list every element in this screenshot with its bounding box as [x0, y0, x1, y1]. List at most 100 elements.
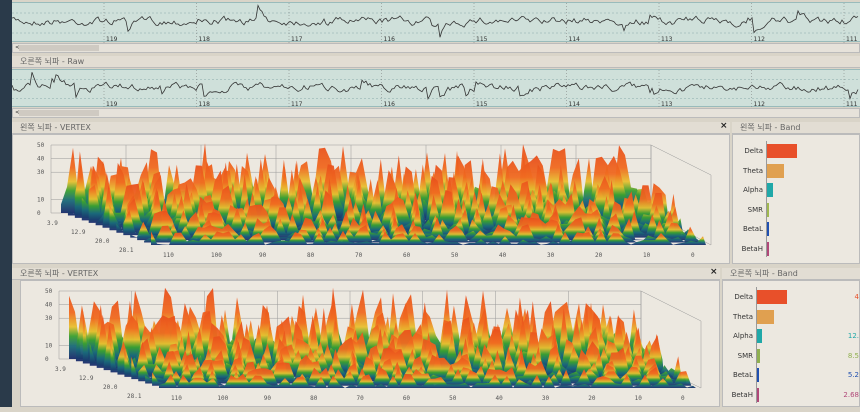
x-tick-label: 110	[171, 395, 182, 402]
screen-bezel	[0, 0, 12, 407]
side-wall	[640, 290, 702, 389]
surface-layer	[145, 360, 687, 384]
vertex-right-chart: 50 40 30 10 0 3.9 12.9 20.0 28.1 110 100 90 80 70 60 50…	[20, 280, 720, 407]
time-tick-label: 114	[569, 36, 581, 43]
band-row-delta: Delta	[733, 143, 859, 159]
vertex-right-title: 오른쪽 뇌파 - VERTEX	[12, 268, 720, 280]
time-tick-label: 115	[476, 101, 488, 108]
time-tick-label: 112	[754, 101, 766, 108]
band-value: 4	[854, 293, 859, 301]
x-tick-label: 80	[310, 395, 318, 402]
x-tick-label: 70	[356, 395, 364, 402]
x-tick-label: 30	[547, 252, 555, 259]
close-icon[interactable]: ×	[710, 267, 718, 277]
band-row-betah: BetaH 2.68	[723, 387, 859, 403]
time-tick-label: 116	[384, 101, 396, 108]
band-bar	[757, 368, 760, 382]
surface-layer	[159, 373, 696, 388]
y-tick-label: 40	[45, 302, 53, 309]
band-bar	[767, 144, 797, 158]
vertex-left-title: 왼쪽 뇌파 - VERTEX	[12, 122, 730, 134]
x-tick-label: 10	[635, 395, 643, 402]
time-tick-label: 117	[291, 36, 303, 43]
x-tick-label: 60	[403, 395, 411, 402]
y-tick-label: 40	[37, 156, 45, 163]
scrollbar-raw-left[interactable]: <	[12, 43, 860, 53]
band-label: SMR	[747, 205, 763, 214]
scrollbar-thumb[interactable]	[19, 45, 99, 51]
x-tick-label: 0	[691, 252, 695, 259]
band-value: 12.	[847, 332, 859, 340]
band-row-smr: SMR 8.5	[723, 348, 859, 364]
waveform-trace: 119 118 117 116 115 114 113 112 111	[11, 70, 860, 108]
x-tick-label: 30	[542, 395, 550, 402]
band-bar	[767, 202, 770, 217]
eeg-trace	[11, 72, 859, 101]
z-tick-label: 28.1	[119, 247, 134, 254]
scroll-left-arrow[interactable]: <	[15, 44, 21, 51]
band-label: Theta	[732, 312, 753, 321]
x-tick-label: 40	[496, 395, 504, 402]
x-tick-label: 50	[451, 252, 459, 259]
band-label: BetaL	[732, 371, 753, 379]
band-bar	[767, 183, 773, 197]
z-tick-label: 3.9	[47, 220, 58, 227]
band-row-theta: Theta	[733, 163, 859, 179]
time-tick-label: 118	[199, 101, 211, 108]
y-tick-label: 30	[37, 169, 45, 176]
band-label: BetaH	[731, 390, 753, 399]
x-tick-label: 100	[217, 395, 228, 402]
band-bar	[757, 329, 763, 343]
x-tick-label: 80	[307, 252, 315, 259]
band-row-delta: Delta 4	[723, 289, 859, 305]
time-tick-label: 113	[661, 101, 673, 108]
time-tick-label: 112	[754, 36, 766, 43]
raw-right-title: 오른쪽 뇌파 - Raw	[12, 56, 860, 68]
y-tick-label: 0	[45, 356, 49, 363]
z-tick-label: 3.9	[55, 366, 66, 373]
band-bar	[757, 309, 774, 324]
band-bar	[767, 241, 769, 256]
time-tick-label: 111	[846, 36, 858, 43]
surface-layer	[89, 307, 650, 366]
x-tick-label: 10	[643, 252, 651, 259]
y-tick-label: 10	[45, 342, 53, 349]
band-label: Alpha	[743, 186, 763, 194]
band-label: Delta	[744, 147, 763, 155]
time-tick-label: 111	[846, 101, 858, 108]
time-tick-label: 119	[106, 36, 118, 43]
x-tick-label: 20	[588, 395, 596, 402]
y-tick-label: 30	[45, 315, 53, 322]
band-bar	[757, 348, 760, 363]
time-tick-label: 114	[569, 101, 581, 108]
raw-waveform-left: 119 118 117 116 115 114 113 112 111	[11, 2, 860, 43]
x-tick-label: 40	[499, 252, 507, 259]
vertex-left-chart: 50 40 30 10 0 3.9 12.9 20.0 28.1 110 100 90 80 70 60 50…	[12, 134, 730, 264]
z-tick-label: 20.0	[103, 384, 118, 391]
x-tick-label: 50	[449, 395, 457, 402]
scrollbar-raw-right[interactable]: <	[12, 108, 860, 118]
y-tick-label: 50	[37, 142, 45, 149]
y-tick-label: 10	[37, 196, 45, 203]
x-tick-label: 90	[264, 395, 272, 402]
band-bar	[767, 163, 784, 178]
x-tick-label: 100	[211, 252, 222, 259]
time-tick-label: 118	[199, 36, 211, 43]
surface-layer	[151, 230, 706, 245]
z-tick-label: 20.0	[95, 238, 110, 245]
scrollbar-thumb[interactable]	[19, 110, 99, 116]
close-icon[interactable]: ×	[720, 121, 728, 131]
z-tick-label: 12.9	[71, 229, 86, 236]
band-bar	[767, 222, 769, 236]
band-axis	[766, 141, 767, 257]
x-tick-label: 70	[355, 252, 363, 259]
band-label: SMR	[737, 351, 753, 360]
band-value: 2.68	[843, 390, 859, 399]
x-tick-label: 110	[163, 252, 174, 259]
raw-waveform-right: 119 118 117 116 115 114 113 112 111	[11, 69, 860, 108]
band-row-alpha: Alpha 12.	[723, 328, 859, 344]
scroll-left-arrow[interactable]: <	[15, 109, 21, 116]
time-tick-label: 116	[384, 36, 396, 43]
band-label: Theta	[742, 166, 763, 175]
